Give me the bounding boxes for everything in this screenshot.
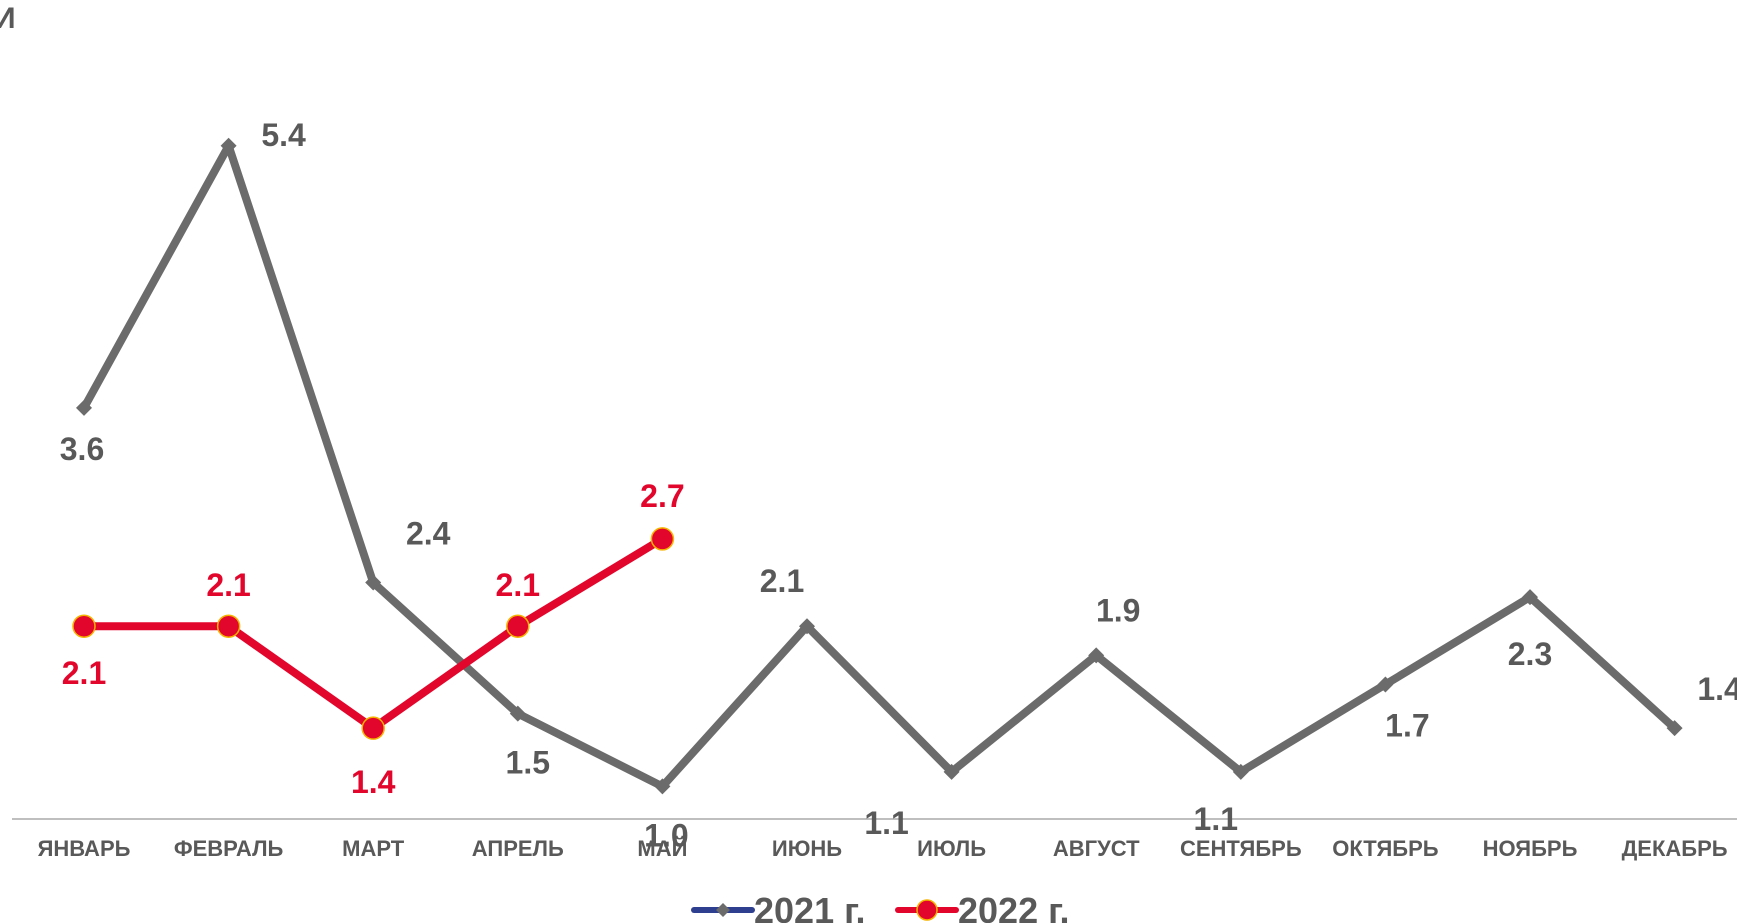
point-1-октябрь bbox=[1377, 676, 1394, 693]
x-tick-label: ИЮЛЬ bbox=[917, 836, 986, 861]
point-2-март bbox=[361, 716, 385, 740]
x-tick-label: ЯНВАРЬ bbox=[38, 836, 131, 861]
point-2-февраль bbox=[216, 614, 241, 638]
data-label-1-2: 5.4 bbox=[261, 117, 306, 153]
data-label-1-7: 1.1 bbox=[864, 805, 908, 841]
data-label-1-3: 2.4 bbox=[406, 516, 451, 552]
series-line-2 bbox=[80, 534, 667, 733]
series-line-1 bbox=[80, 141, 1679, 791]
x-tick-label: АПРЕЛЬ bbox=[472, 836, 564, 861]
data-label-1-9: 1.1 bbox=[1194, 801, 1238, 837]
point-1-апрель bbox=[509, 705, 526, 722]
data-label-1-11: 2.3 bbox=[1508, 636, 1552, 672]
legend-label-1: 2021 г. bbox=[754, 890, 865, 923]
x-tick-labels: ЯНВАРЬ ФЕВРАЛЬ МАРТ АПРЕЛЬ МАЙ ИЮНЬ ИЮЛЬ АВГУСТ… bbox=[38, 836, 1728, 861]
data-label-1-1: 3.6 bbox=[60, 431, 104, 467]
data-label-1-5: 1.0 bbox=[644, 817, 688, 853]
data-label-1-8: 1.9 bbox=[1096, 592, 1140, 628]
x-tick-label: МАРТ bbox=[342, 836, 405, 861]
legend-label-2: 2022 г. bbox=[958, 890, 1069, 923]
data-label-2-4: 2.1 bbox=[496, 567, 540, 603]
point-2-январь bbox=[72, 614, 96, 638]
x-tick-label: НОЯБРЬ bbox=[1483, 836, 1578, 861]
point-2-апрель bbox=[506, 614, 530, 638]
point-1-декабрь bbox=[1666, 720, 1683, 737]
corner-letter: И bbox=[0, 2, 16, 35]
data-label-2-5: 2.7 bbox=[640, 478, 684, 514]
x-tick-label: ОКТЯБРЬ bbox=[1332, 836, 1439, 861]
data-label-2-3: 1.4 bbox=[351, 764, 396, 800]
x-tick-label: ФЕВРАЛЬ bbox=[174, 836, 284, 861]
point-1-июнь bbox=[799, 618, 815, 635]
point-1-ноябрь bbox=[1522, 589, 1538, 606]
legend-marker-2 bbox=[916, 899, 938, 921]
data-label-2-1: 2.1 bbox=[62, 655, 106, 691]
data-label-1-4: 1.5 bbox=[506, 745, 550, 781]
x-tick-label: ИЮНЬ bbox=[772, 836, 842, 861]
point-1-март bbox=[365, 574, 382, 591]
x-tick-label: МАЙ bbox=[637, 836, 687, 861]
point-1-август bbox=[1088, 647, 1105, 664]
point-2-май bbox=[650, 527, 675, 551]
x-tick-label: АВГУСТ bbox=[1053, 836, 1140, 861]
data-label-1-6: 2.1 bbox=[760, 563, 804, 599]
x-tick-label: СЕНТЯБРЬ bbox=[1180, 836, 1302, 861]
series-layer bbox=[72, 137, 1683, 795]
point-1-сентябрь bbox=[1232, 763, 1249, 780]
data-label-2-2: 2.1 bbox=[206, 567, 250, 603]
data-label-1-12: 1.4 bbox=[1697, 671, 1737, 707]
legend-marker-1 bbox=[716, 903, 730, 917]
legend: 2021 г. 2022 г. bbox=[691, 890, 1069, 923]
point-1-февраль bbox=[220, 137, 237, 154]
point-1-июль bbox=[943, 763, 960, 780]
point-1-май bbox=[654, 778, 671, 795]
data-label-layer: 3.6 5.4 2.4 1.5 1.0 2.1 1.1 1.9 1.1 1.7 2.3 1.4 2.1 2… bbox=[60, 117, 1737, 854]
point-1-январь bbox=[76, 399, 92, 416]
x-tick-label: ДЕКАБРЬ bbox=[1622, 836, 1728, 861]
data-label-1-10: 1.7 bbox=[1385, 707, 1429, 743]
